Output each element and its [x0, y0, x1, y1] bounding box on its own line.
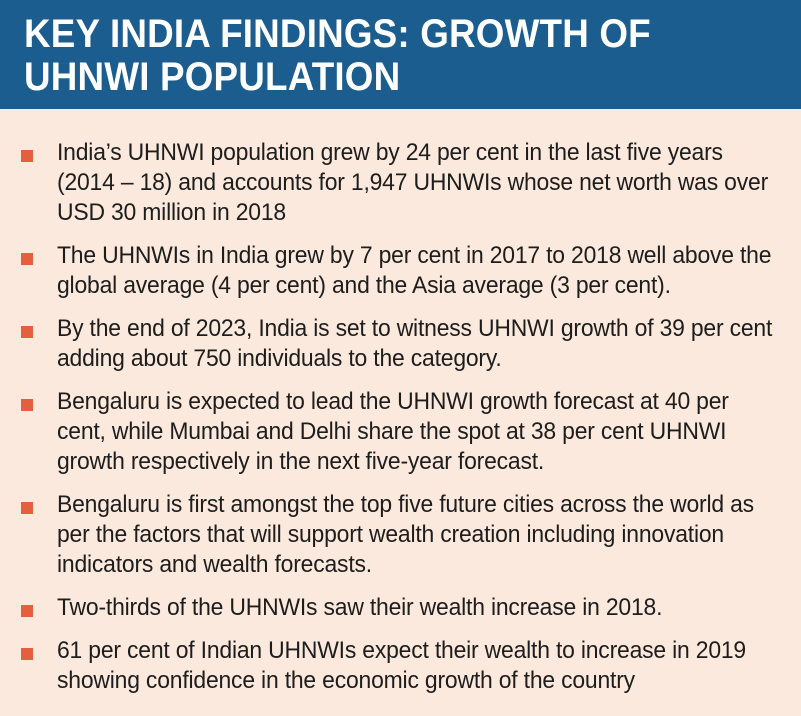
- finding-text: Bengaluru is first amongst the top five …: [57, 491, 754, 578]
- square-bullet-icon: [21, 399, 33, 411]
- finding-text: 61 per cent of Indian UHNWIs expect thei…: [57, 637, 747, 694]
- list-item: 61 per cent of Indian UHNWIs expect thei…: [0, 636, 801, 696]
- list-item: Bengaluru is expected to lead the UHNWI …: [0, 387, 801, 477]
- square-bullet-icon: [21, 502, 33, 514]
- square-bullet-icon: [21, 253, 33, 265]
- list-item: The UHNWIs in India grew by 7 per cent i…: [0, 241, 801, 301]
- square-bullet-icon: [21, 150, 33, 162]
- finding-text: India’s UHNWI population grew by 24 per …: [57, 139, 769, 226]
- square-bullet-icon: [21, 648, 33, 660]
- finding-text: Bengaluru is expected to lead the UHNWI …: [57, 388, 729, 475]
- list-item: By the end of 2023, India is set to witn…: [0, 314, 801, 374]
- finding-text: By the end of 2023, India is set to witn…: [57, 315, 773, 372]
- findings-list: India’s UHNWI population grew by 24 per …: [0, 138, 801, 709]
- finding-text: The UHNWIs in India grew by 7 per cent i…: [57, 242, 772, 299]
- square-bullet-icon: [21, 605, 33, 617]
- page-title: KEY INDIA FINDINGS: GROWTH OF UHNWI POPU…: [24, 12, 651, 99]
- list-item: Bengaluru is first amongst the top five …: [0, 490, 801, 580]
- list-item: Two-thirds of the UHNWIs saw their wealt…: [0, 593, 801, 623]
- list-item: India’s UHNWI population grew by 24 per …: [0, 138, 801, 228]
- finding-text: Two-thirds of the UHNWIs saw their wealt…: [57, 594, 663, 621]
- square-bullet-icon: [21, 326, 33, 338]
- title-banner: KEY INDIA FINDINGS: GROWTH OF UHNWI POPU…: [0, 0, 801, 109]
